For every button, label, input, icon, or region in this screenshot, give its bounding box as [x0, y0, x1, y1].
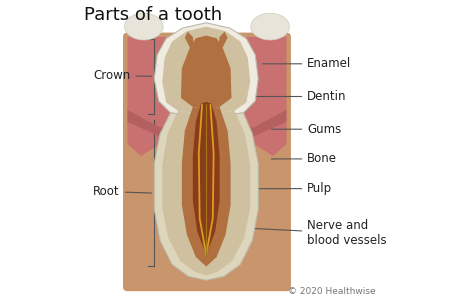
Ellipse shape — [124, 13, 163, 40]
Text: Crown: Crown — [93, 69, 151, 82]
Ellipse shape — [250, 13, 289, 40]
Polygon shape — [181, 107, 230, 266]
Polygon shape — [218, 32, 227, 47]
Text: Gums: Gums — [271, 123, 341, 136]
Text: Pulp: Pulp — [247, 182, 332, 195]
Text: Dentin: Dentin — [250, 90, 346, 103]
Text: Root: Root — [93, 185, 151, 198]
Polygon shape — [127, 110, 286, 136]
Text: Nerve and
blood vessels: Nerve and blood vessels — [232, 219, 386, 247]
Polygon shape — [180, 36, 231, 110]
Text: Bone: Bone — [271, 152, 336, 165]
Polygon shape — [127, 37, 184, 156]
Polygon shape — [162, 27, 250, 115]
Polygon shape — [192, 102, 219, 255]
FancyBboxPatch shape — [123, 33, 290, 291]
Polygon shape — [154, 23, 257, 118]
Polygon shape — [185, 32, 193, 47]
Polygon shape — [230, 37, 286, 156]
Text: Enamel: Enamel — [262, 57, 351, 70]
Text: Parts of a tooth: Parts of a tooth — [84, 6, 222, 24]
Polygon shape — [154, 113, 257, 280]
Text: © 2020 Healthwise: © 2020 Healthwise — [287, 286, 375, 296]
Polygon shape — [162, 111, 250, 275]
